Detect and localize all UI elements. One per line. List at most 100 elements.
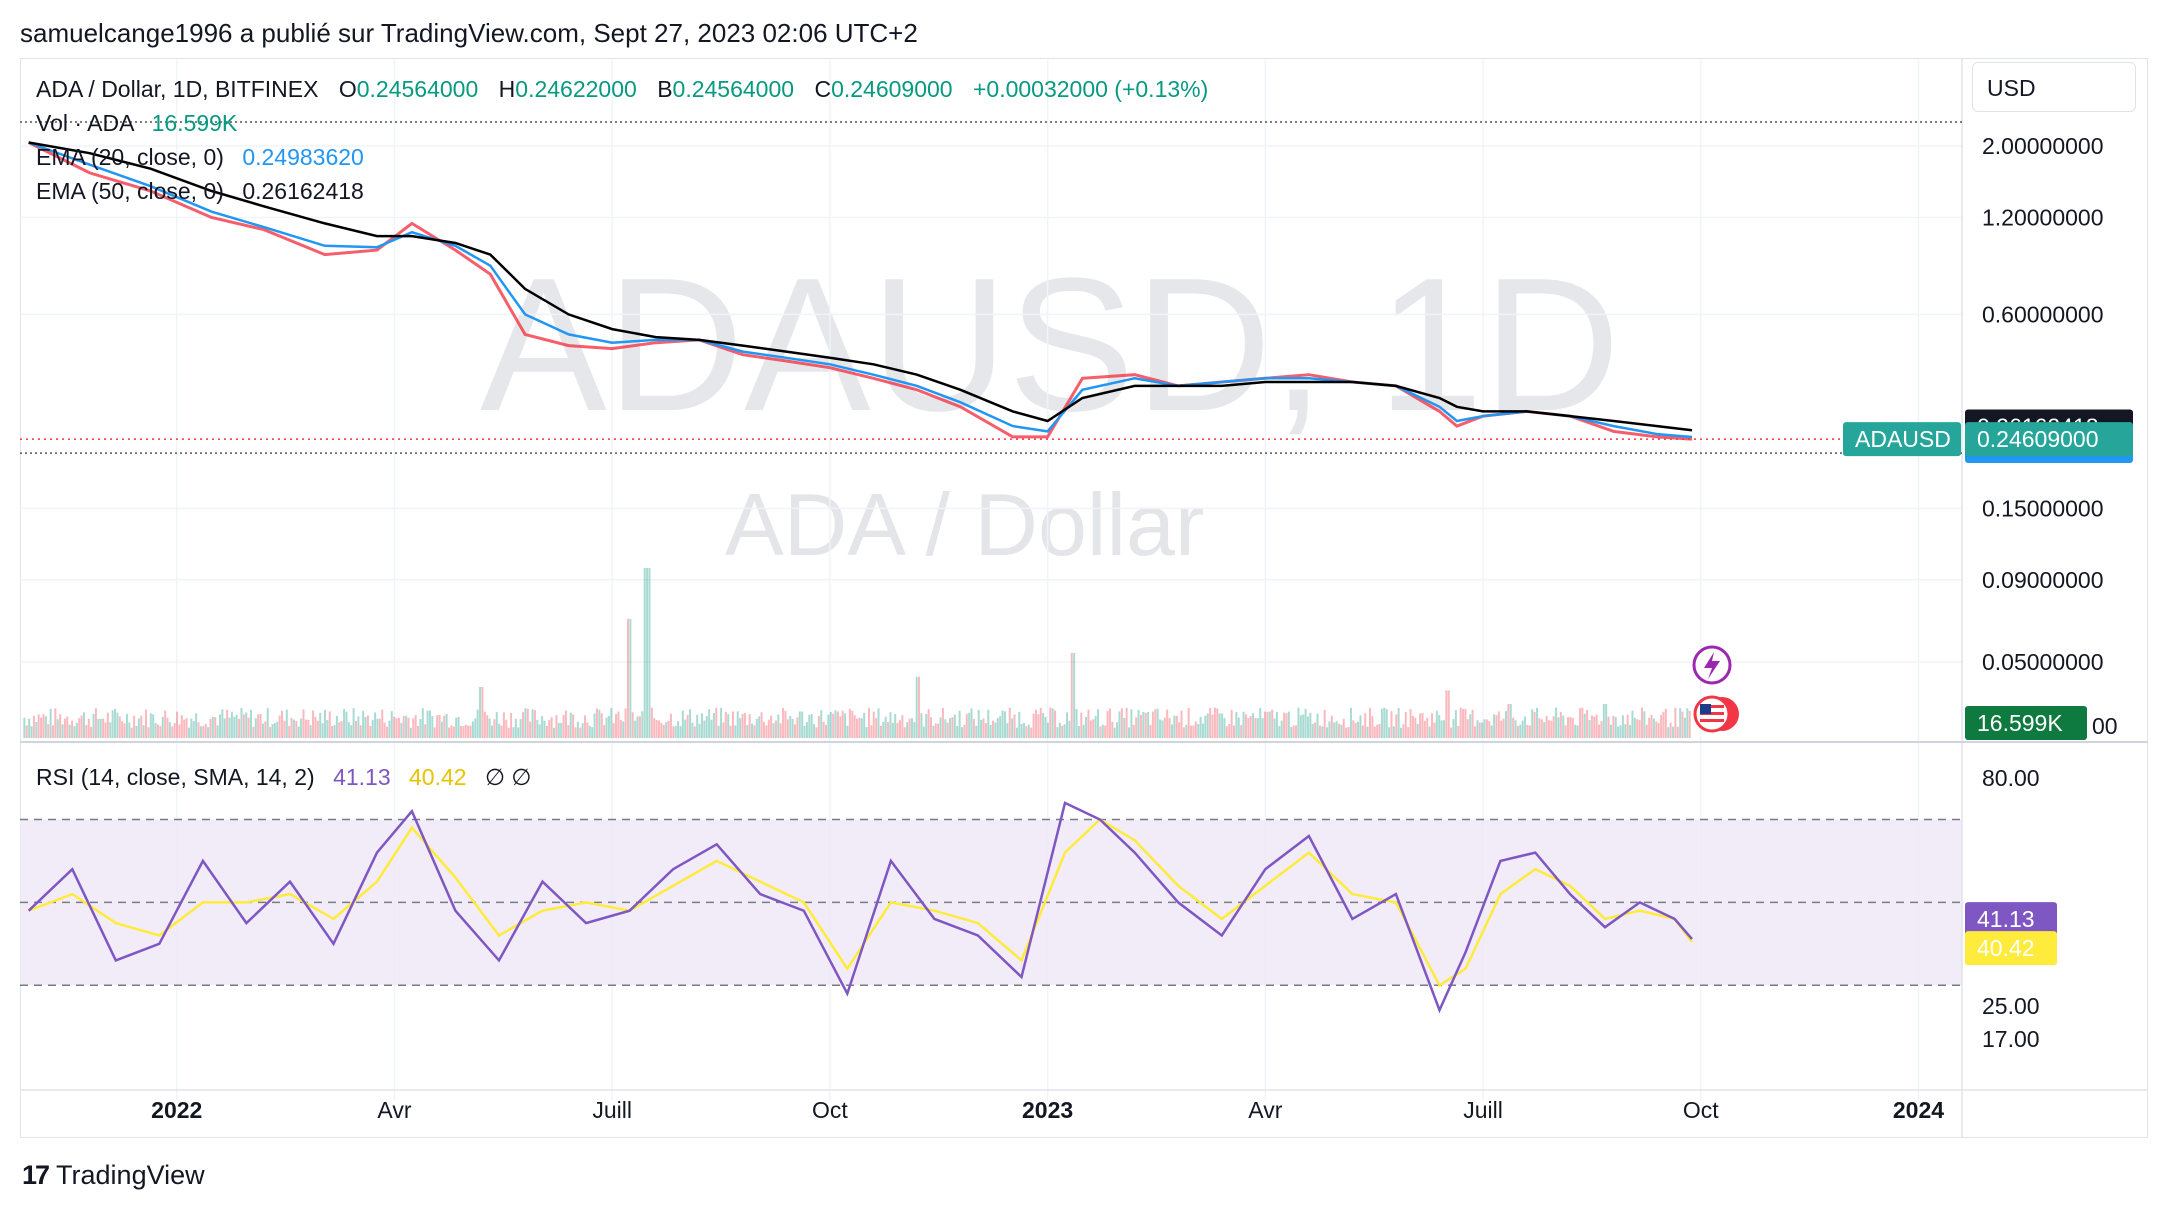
volume-bar <box>968 712 971 738</box>
volume-bar <box>302 709 305 738</box>
us-flag-event-icon[interactable] <box>1693 695 1739 733</box>
volume-bar <box>495 711 498 738</box>
volume-bar <box>195 713 198 738</box>
volume-bar <box>1371 716 1374 738</box>
ema20-legend[interactable]: EMA (20, close, 0) 0.24983620 <box>36 144 364 171</box>
volume-bar <box>145 709 148 738</box>
volume-bar <box>860 718 863 738</box>
volume-bar <box>1323 710 1326 738</box>
x-tick-label: 2022 <box>151 1097 202 1123</box>
chart-frame[interactable] <box>20 58 2148 1138</box>
rsi-legend[interactable]: RSI (14, close, SMA, 14, 2) 41.13 40.42 … <box>36 764 531 791</box>
volume-bar <box>1268 711 1271 738</box>
ema50-legend[interactable]: EMA (50, close, 0) 0.26162418 <box>36 178 364 205</box>
volume-bar <box>884 716 887 738</box>
volume-bar <box>400 722 403 738</box>
volume-bar <box>1180 710 1183 738</box>
volume-bar <box>1349 707 1352 738</box>
ema50-value: 0.26162418 <box>242 178 364 204</box>
volume-bar <box>1598 724 1601 738</box>
volume-bar <box>1559 712 1562 738</box>
volume-bar <box>1519 724 1522 738</box>
volume-bar <box>622 721 625 738</box>
volume-bar <box>386 726 389 738</box>
volume-bar <box>867 707 870 738</box>
volume-bar <box>1068 720 1071 738</box>
volume-bar <box>791 719 794 738</box>
volume-bar <box>963 724 966 738</box>
volume-bar <box>1385 709 1388 738</box>
volume-bar <box>717 725 720 738</box>
volume-bar <box>1390 711 1393 738</box>
volume-bar <box>78 718 81 738</box>
volume-bar <box>555 715 558 738</box>
volume-bar <box>1287 711 1290 738</box>
volume-bar <box>1027 724 1030 738</box>
volume-bar <box>1020 723 1023 738</box>
volume-bar <box>362 710 365 738</box>
last-price-tag: 0.24609000 <box>1977 426 2099 452</box>
volume-bar <box>951 717 954 738</box>
volume-bar <box>1464 708 1467 738</box>
volume-bar <box>1252 713 1255 738</box>
volume-bar <box>1476 720 1479 738</box>
volume-bar <box>896 723 899 738</box>
volume-bar <box>1442 720 1445 738</box>
volume-bar <box>1209 708 1212 738</box>
volume-bar <box>1383 707 1386 738</box>
volume-bar <box>1357 721 1360 738</box>
volume-bar <box>820 710 823 738</box>
volume-bar <box>531 709 534 738</box>
volume-bar <box>443 715 446 738</box>
volume-bar <box>1500 720 1503 738</box>
volume-bar <box>1106 711 1109 738</box>
volume-bar <box>1636 719 1639 738</box>
volume-bar <box>729 725 732 738</box>
volume-bar <box>1569 717 1572 738</box>
volume-bar <box>1092 719 1095 738</box>
tradingview-brand[interactable]: 17 TradingView <box>22 1160 205 1191</box>
volume-bar <box>1426 717 1429 738</box>
currency-selector[interactable]: USD <box>1972 62 2136 112</box>
volume-bar <box>801 711 804 738</box>
volume-bar <box>825 724 828 738</box>
volume-bar <box>939 717 942 738</box>
volume-bar <box>851 711 854 738</box>
volume-legend[interactable]: Vol · ADA 16.599K <box>36 110 237 137</box>
volume-bar <box>584 715 587 738</box>
volume-bar <box>1624 724 1627 738</box>
volume-bar <box>712 713 715 738</box>
symbol-title[interactable]: ADA / Dollar, 1D, BITFINEX <box>36 76 319 102</box>
volume-bar <box>913 722 916 738</box>
volume-bar <box>1073 653 1076 738</box>
volume-bar <box>1638 719 1641 738</box>
volume-bar <box>579 727 582 738</box>
volume-bar <box>941 708 944 738</box>
volume-bar <box>238 718 241 738</box>
volume-bar <box>1473 726 1476 738</box>
volume-bar <box>476 709 479 738</box>
volume-bar <box>66 716 69 738</box>
volume-bar <box>247 717 250 738</box>
volume-bar <box>133 715 136 738</box>
volume-bar <box>1237 717 1240 738</box>
volume-bar <box>1512 717 1515 738</box>
volume-bar <box>1621 715 1624 738</box>
volume-bar <box>1199 717 1202 738</box>
volume-bar <box>746 725 749 738</box>
volume-bar <box>30 726 33 738</box>
volume-bar <box>1297 707 1300 738</box>
rsi-tick-label: 17.00 <box>1982 1026 2040 1052</box>
volume-bar <box>56 719 59 738</box>
volume-bar <box>894 714 897 738</box>
volume-bar <box>755 719 758 738</box>
volume-bar <box>1550 720 1553 738</box>
volume-bar <box>1001 710 1004 738</box>
flash-event-icon[interactable] <box>1692 645 1732 685</box>
volume-bar <box>1376 724 1379 738</box>
volume-bar <box>514 718 517 738</box>
volume-bar <box>40 717 43 738</box>
volume-bar <box>958 710 961 738</box>
x-tick-label: Oct <box>1683 1097 1719 1123</box>
